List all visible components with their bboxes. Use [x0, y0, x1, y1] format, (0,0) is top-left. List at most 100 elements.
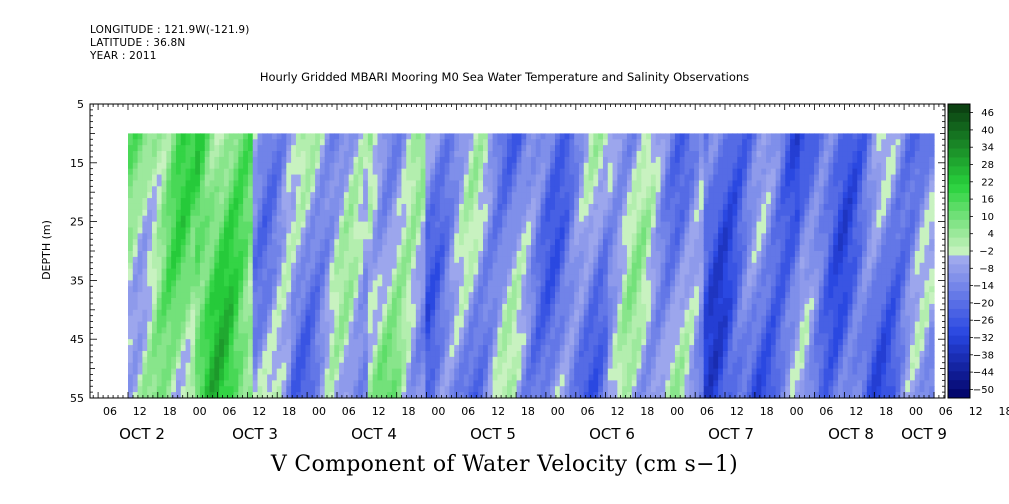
heatmap-cell	[247, 162, 254, 170]
heatmap-cell	[195, 386, 201, 393]
heatmap-cell	[343, 321, 350, 329]
heatmap-cell	[430, 139, 436, 146]
heatmap-cell	[617, 262, 623, 270]
heatmap-cell	[435, 362, 441, 370]
heatmap-cell	[449, 374, 455, 381]
heatmap-cell	[459, 151, 465, 158]
heatmap-cell	[593, 333, 599, 340]
heatmap-cell	[334, 327, 340, 334]
heatmap-cell	[267, 151, 273, 158]
heatmap-cell	[636, 139, 642, 146]
heatmap-cell	[473, 180, 479, 187]
heatmap-cell	[238, 192, 244, 199]
heatmap-cell	[367, 268, 374, 276]
heatmap-cell	[128, 327, 134, 334]
heatmap-cell	[233, 321, 239, 329]
heatmap-cell	[262, 186, 268, 193]
heatmap-cell	[190, 180, 196, 187]
heatmap-cell	[650, 192, 657, 199]
heatmap-cell	[626, 362, 633, 370]
heatmap-cell	[454, 374, 460, 381]
heatmap-cell	[180, 327, 187, 334]
heatmap-cell	[233, 139, 239, 146]
heatmap-cell	[291, 180, 297, 187]
heatmap-cell	[612, 156, 618, 164]
heatmap-cell	[502, 133, 508, 140]
heatmap-cell	[238, 180, 244, 187]
heatmap-cell	[214, 286, 220, 293]
heatmap-cell	[459, 356, 465, 364]
heatmap-cell	[435, 380, 441, 387]
heatmap-cell	[578, 227, 585, 234]
heatmap-cell	[223, 292, 230, 299]
heatmap-cell	[521, 303, 527, 311]
heatmap-cell	[199, 350, 206, 358]
heatmap-cell	[223, 327, 230, 334]
heatmap-cell	[166, 345, 172, 352]
heatmap-cell	[487, 227, 494, 234]
heatmap-cell	[507, 251, 513, 258]
heatmap-cell	[161, 156, 167, 164]
heatmap-cell	[602, 362, 609, 370]
heatmap-cell	[406, 333, 412, 340]
heatmap-cell	[396, 139, 403, 146]
heatmap-cell	[593, 239, 599, 246]
heatmap-cell	[271, 368, 278, 376]
heatmap-cell	[454, 303, 460, 311]
heatmap-cell	[315, 133, 321, 140]
heatmap-cell	[478, 145, 484, 152]
heatmap-cell	[339, 168, 345, 176]
heatmap-cell	[128, 145, 134, 152]
heatmap-cell	[195, 162, 201, 170]
heatmap-cell	[267, 333, 273, 340]
heatmap-cell	[267, 198, 273, 205]
heatmap-cell	[622, 286, 628, 293]
heatmap-cell	[315, 186, 321, 193]
heatmap-cell	[655, 386, 662, 393]
heatmap-cell	[449, 192, 455, 199]
heatmap-cell	[641, 168, 647, 176]
heatmap-cell	[593, 327, 599, 334]
heatmap-cell	[353, 262, 359, 270]
heatmap-cell	[574, 362, 580, 370]
heatmap-cell	[531, 350, 537, 358]
heatmap-cell	[454, 309, 460, 317]
heatmap-cell	[646, 339, 652, 346]
heatmap-cell	[161, 374, 167, 381]
heatmap-cell	[151, 215, 158, 223]
heatmap-cell	[391, 350, 398, 358]
heatmap-cell	[478, 333, 484, 340]
heatmap-cell	[295, 162, 302, 170]
heatmap-cell	[156, 374, 163, 381]
heatmap-cell	[502, 174, 508, 182]
heatmap-cell	[593, 309, 599, 317]
heatmap-cell	[641, 368, 647, 376]
heatmap-cell	[468, 368, 475, 376]
heatmap-cell	[377, 256, 383, 264]
heatmap-cell	[343, 274, 350, 281]
heatmap-cell	[324, 298, 331, 305]
heatmap-cell	[137, 350, 143, 358]
heatmap-cell	[569, 339, 575, 346]
heatmap-cell	[535, 227, 542, 234]
heatmap-cell	[449, 386, 455, 393]
heatmap-cell	[607, 321, 614, 329]
heatmap-cell	[156, 386, 163, 393]
heatmap-cell	[199, 227, 206, 234]
heatmap-cell	[161, 239, 167, 246]
heatmap-cell	[483, 350, 489, 358]
heatmap-cell	[219, 339, 225, 346]
heatmap-cell	[502, 274, 508, 281]
heatmap-cell	[247, 233, 254, 240]
heatmap-cell	[468, 239, 475, 246]
heatmap-cell	[247, 203, 254, 211]
heatmap-cell	[588, 292, 594, 299]
heatmap-cell	[406, 156, 412, 164]
heatmap-cell	[343, 251, 350, 258]
heatmap-cell	[300, 233, 307, 240]
heatmap-cell	[430, 315, 436, 323]
heatmap-cell	[641, 333, 647, 340]
heatmap-cell	[473, 227, 479, 234]
heatmap-cell	[171, 151, 177, 158]
heatmap-cell	[247, 145, 254, 152]
